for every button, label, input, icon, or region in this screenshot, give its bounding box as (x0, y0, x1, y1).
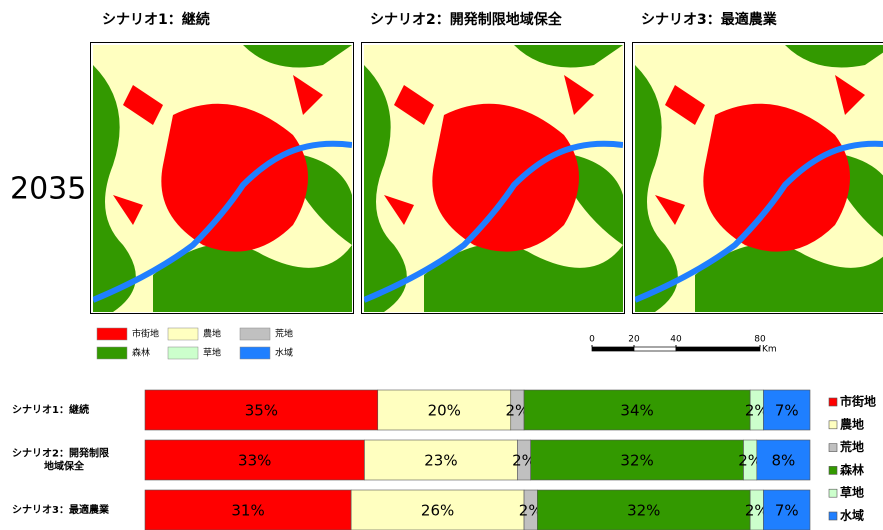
data-label: 7% (775, 402, 799, 420)
bar-segment (763, 489, 811, 530)
data-label: 7% (775, 502, 799, 520)
data-label: 2% (745, 402, 769, 420)
data-label: 2% (506, 402, 530, 420)
scale-label: 40 (670, 335, 682, 345)
scale-label: 20 (628, 335, 640, 345)
legend-swatch (167, 346, 199, 360)
year-label: 2035 (10, 172, 86, 207)
legend-swatch (828, 420, 838, 430)
data-label: 35% (245, 402, 278, 420)
legend-label: 荒地 (275, 328, 293, 340)
bar-chart: シナリオ1：継続 35% 20% 2% 34% 2% 7% シナリオ2：開発制限地域保全 33%… (12, 389, 876, 530)
legend-label: 草地 (840, 485, 864, 500)
category-label: シナリオ2：開発制限地域保全 (12, 447, 110, 473)
scale-segment (633, 346, 677, 352)
category-label: シナリオ1：継続 (12, 403, 89, 416)
scale-label: 0 (589, 335, 595, 345)
bar-segment (144, 389, 379, 431)
map-panel (361, 42, 625, 314)
legend-swatch (239, 327, 271, 341)
scale-unit: Km (762, 345, 777, 355)
legend-label: 森林 (132, 347, 150, 359)
data-label: 2% (745, 502, 769, 520)
legend-label: 農地 (840, 416, 864, 431)
map-panel (632, 42, 883, 314)
data-label: 34% (620, 402, 653, 420)
data-label: 2% (519, 502, 543, 520)
data-label: 2% (512, 452, 536, 470)
data-label: 32% (627, 502, 660, 520)
category-label: シナリオ3：最適農業 (12, 503, 110, 516)
scale-segment (591, 346, 635, 352)
legend-swatch (167, 327, 199, 341)
map-panel (90, 42, 354, 314)
legend-swatch (239, 346, 271, 360)
bar-segment (350, 489, 525, 530)
bar-segment (144, 489, 352, 530)
legend-swatch (96, 327, 128, 341)
data-label: 20% (428, 402, 461, 420)
map-title: シナリオ3：最適農業 (641, 11, 778, 28)
data-label: 33% (238, 452, 271, 470)
legend-label: 草地 (203, 347, 221, 359)
legend-label: 市街地 (840, 394, 876, 409)
map-title: シナリオ1：継続 (102, 11, 210, 28)
legend-swatch (828, 466, 838, 475)
map-title: シナリオ2：開発制限地域保全 (370, 11, 563, 28)
legend-swatch (828, 443, 838, 452)
legend-swatch (96, 346, 128, 360)
legend-label: 水域 (840, 508, 864, 523)
data-label: 2% (738, 452, 762, 470)
legend-label: 水域 (275, 347, 293, 359)
scale-segment (675, 346, 761, 352)
bar-segment (763, 389, 811, 431)
data-label: 31% (231, 502, 264, 520)
data-label: 26% (421, 502, 454, 520)
legend-label: 森林 (840, 462, 864, 477)
bar-segment (364, 439, 518, 481)
scale-label: 80 (754, 335, 766, 345)
legend-swatch (828, 488, 838, 498)
bar-segment (523, 389, 751, 431)
bar-segment (537, 489, 751, 530)
data-label: 32% (620, 452, 653, 470)
bar-segment (756, 439, 811, 481)
legend-label: 荒地 (839, 439, 864, 454)
legend-swatch (828, 511, 838, 521)
data-label: 23% (424, 452, 457, 470)
legend-label: 市街地 (132, 328, 159, 340)
legend-label: 農地 (203, 328, 221, 340)
data-label: 8% (772, 452, 796, 470)
legend-swatch (828, 397, 838, 407)
